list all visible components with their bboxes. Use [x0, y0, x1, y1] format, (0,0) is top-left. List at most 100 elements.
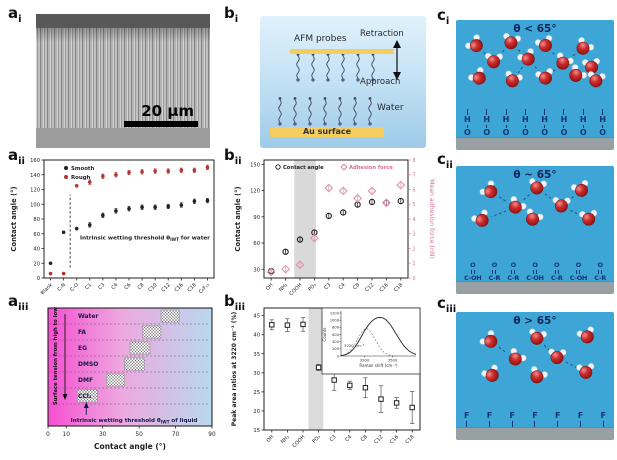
double-bond-line: [532, 269, 537, 274]
svg-text:Contact angle: Contact angle: [283, 165, 324, 171]
group-o-label: O: [532, 261, 538, 269]
theta-eq-65-title: θ ~ 65°: [513, 169, 557, 181]
svg-text:20: 20: [253, 409, 260, 415]
group-f-label: F: [577, 411, 584, 420]
chart-contact-angle-vs-surface: 0 20 40 60 80 100 120 140 160 Contact angle (°) Bl…: [10, 158, 215, 296]
group-o-label: O: [464, 128, 471, 137]
water-molecules-drawing: [465, 32, 606, 88]
surface-group-carbonyl: O C-R: [507, 262, 519, 281]
svg-text:3200: 3200: [360, 358, 370, 363]
hydrogen-bond-dash: [563, 109, 565, 115]
group-f-label: F: [532, 411, 538, 420]
bond-line: [544, 125, 546, 128]
theta-lt-65-title: θ < 65°: [513, 23, 557, 35]
group-f-label: F: [464, 411, 470, 420]
molecular-diagram-theta-eq-65: θ ~ 65° O C-OH O C-R O C-R O C-OH O C-R O C-OH O C-R: [456, 166, 614, 294]
au-surface-label: Au surface: [302, 127, 352, 136]
double-bond-line: [576, 269, 581, 274]
svg-text:DMSO: DMSO: [78, 361, 98, 368]
group-o-label: O: [599, 128, 606, 137]
svg-text:C4: C4: [110, 282, 119, 291]
panel-label-b-ii: bii: [224, 146, 242, 167]
svg-text:4: 4: [413, 217, 416, 223]
svg-text:C12: C12: [373, 434, 384, 445]
svg-text:C8: C8: [352, 282, 361, 291]
water-label: Water: [377, 103, 404, 113]
svg-text:1: 1: [413, 261, 416, 267]
svg-text:Smooth: Smooth: [71, 166, 94, 172]
svg-text:C4: C4: [344, 434, 353, 443]
group-o-label: O: [575, 261, 582, 269]
bond-line: [557, 421, 559, 427]
group-f-label: F: [486, 411, 493, 420]
svg-text:800: 800: [332, 326, 340, 330]
svg-text:C1: C1: [84, 282, 93, 291]
group-o-label: O: [502, 128, 510, 137]
panel-label-c-iii: ciii: [437, 294, 457, 315]
group-h-label: H: [599, 115, 606, 124]
svg-text:C3: C3: [323, 282, 332, 291]
svg-text:90: 90: [208, 432, 216, 438]
svg-text:C3: C3: [329, 434, 338, 443]
sem-micrograph: 20 μm: [36, 14, 210, 148]
svg-text:120: 120: [250, 189, 260, 195]
group-label: C-OH: [569, 273, 588, 282]
group-o-label: O: [579, 128, 587, 137]
chart-peak-area-ratios: 15 20 25 30 35 40 45 Peak area ratios at 3220 c…: [231, 307, 421, 449]
svg-text:Peak area ratios at 3220 cm⁻¹: Peak area ratios at 3220 cm⁻¹ (%): [231, 311, 238, 426]
svg-text:C12: C12: [160, 282, 171, 293]
svg-text:90: 90: [253, 215, 260, 221]
surface-group-fluorine: F: [532, 411, 538, 427]
surface-group-carbonyl: O C-R: [594, 262, 606, 281]
svg-text:Rough: Rough: [71, 175, 91, 181]
svg-text:Contact angle (°): Contact angle (°): [234, 186, 242, 251]
theta-gt-65-title: θ > 65°: [513, 315, 557, 327]
svg-text:120: 120: [30, 188, 40, 194]
bond-line: [524, 125, 526, 128]
svg-text:Raman shift (cm⁻¹): Raman shift (cm⁻¹): [359, 363, 398, 368]
sem-background-top: [36, 14, 210, 28]
retraction-label: Retraction: [360, 29, 404, 39]
svg-text:160: 160: [30, 158, 40, 164]
bond-line: [466, 125, 468, 128]
svg-text:EG: EG: [78, 345, 87, 352]
hydrogen-bond-dash: [582, 109, 584, 115]
substrate-bar: [456, 281, 614, 294]
svg-text:Surface tension from high to l: Surface tension from high to low: [53, 307, 59, 405]
svg-text:Contact angle (°): Contact angle (°): [94, 442, 166, 451]
bond-line: [505, 125, 507, 128]
group-h-label: H: [502, 115, 510, 124]
panel-label-c-i: ci: [437, 6, 450, 27]
svg-text:30: 30: [253, 267, 260, 273]
svg-text:C16: C16: [379, 282, 390, 293]
surface-group-carbonyl: O C-OH: [569, 261, 588, 282]
surface-group-fluorine: F: [555, 412, 560, 427]
group-o-label: O: [470, 261, 476, 269]
svg-text:PO₃: PO₃: [307, 282, 318, 293]
svg-text:DMF: DMF: [78, 377, 93, 384]
double-bond-line: [470, 269, 475, 274]
svg-text:6: 6: [413, 187, 416, 193]
svg-text:45: 45: [253, 314, 260, 320]
group-o-label: O: [597, 261, 603, 269]
group-h-label: H: [464, 115, 471, 124]
group-f-label: F: [509, 411, 515, 420]
water-molecules-drawing: [471, 178, 598, 227]
bond-line: [511, 421, 513, 427]
svg-text:C16: C16: [174, 282, 185, 293]
group-o-label: O: [491, 261, 498, 269]
group-f-label: F: [600, 411, 606, 420]
group-o-label: O: [510, 261, 517, 269]
svg-text:10: 10: [63, 432, 71, 438]
group-label: C-R: [507, 273, 520, 282]
hydrogen-bond-dash: [544, 109, 546, 115]
svg-text:20: 20: [33, 261, 40, 267]
surface-group-fluorine: F: [601, 412, 606, 427]
panel-label-c-ii: cii: [437, 150, 453, 171]
